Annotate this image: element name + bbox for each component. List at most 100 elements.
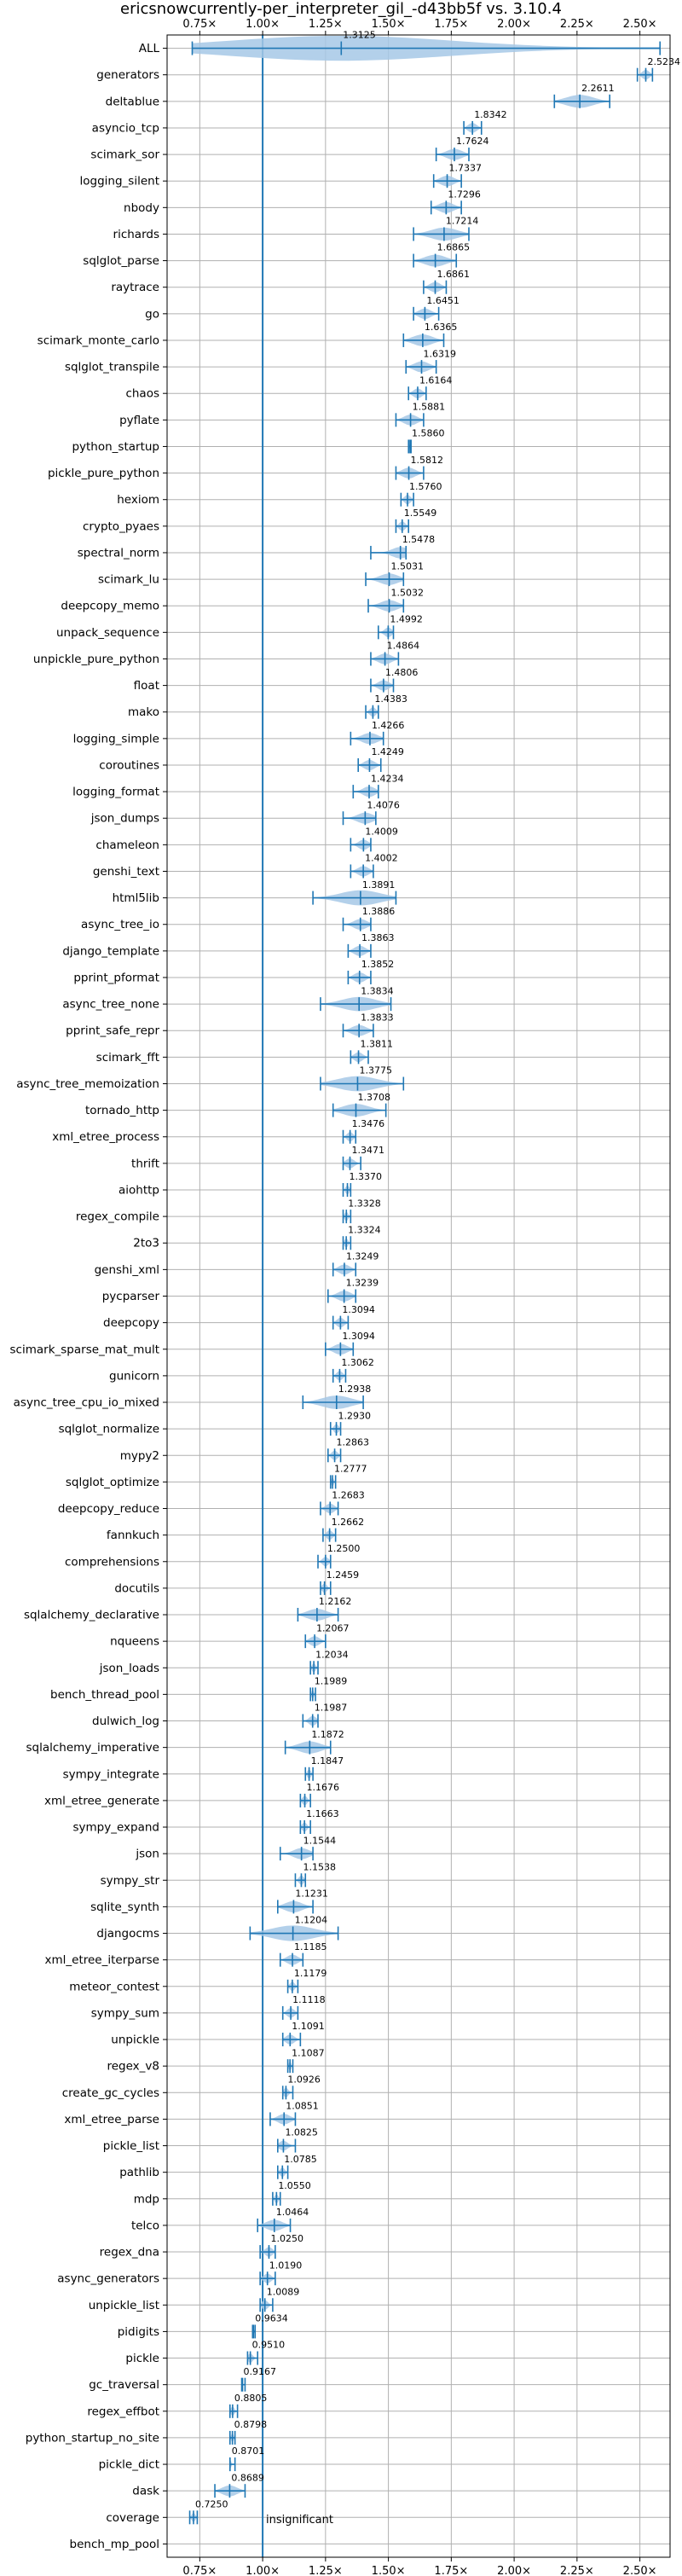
value-label: 1.1185 (294, 1941, 327, 1952)
value-label: 1.6865 (437, 242, 471, 253)
value-label: 1.1179 (294, 1968, 327, 1979)
category-label: async_tree_memoization (16, 1077, 159, 1091)
value-label: 1.3833 (361, 1012, 394, 1023)
category-label: pickle (125, 2352, 159, 2365)
value-label: 1.1118 (292, 1994, 326, 2005)
value-label: 1.7296 (448, 189, 481, 200)
value-label: 1.5032 (391, 587, 425, 598)
category-label: tornado_http (85, 1104, 159, 1117)
value-label: 1.2683 (332, 1490, 365, 1501)
category-label: django_template (62, 944, 159, 958)
category-label: go (145, 307, 159, 321)
value-label: 1.3062 (341, 1357, 374, 1368)
category-label: regex_dna (100, 2246, 159, 2260)
category-label: unpickle (111, 2034, 159, 2047)
category-label: create_gc_cycles (62, 2086, 159, 2100)
category-label: docutils (114, 1581, 159, 1595)
category-label: regex_v8 (107, 2060, 159, 2074)
value-label: 1.1231 (295, 1888, 328, 1900)
category-label: meteor_contest (69, 1980, 159, 1993)
category-label: aiohttp (118, 1183, 159, 1197)
value-label: 1.4249 (371, 746, 404, 757)
plot-frame (166, 34, 671, 2558)
category-label: coroutines (99, 758, 159, 772)
value-label: 1.3775 (359, 1065, 392, 1076)
category-label: pprint_pformat (73, 971, 159, 984)
category-label: djangocms (96, 1927, 159, 1941)
chart-title: ericsnowcurrently-per_interpreter_gil_-d… (120, 0, 562, 18)
x-tick-label-bottom: 1.50× (372, 2565, 406, 2576)
value-label: 1.6451 (426, 295, 459, 306)
category-label: python_startup_no_site (26, 2431, 159, 2445)
category-label: generators (96, 68, 159, 82)
category-label: chameleon (95, 838, 159, 852)
value-label: 0.8805 (234, 2393, 268, 2404)
value-label: 1.5760 (409, 481, 442, 492)
category-label: xml_etree_process (52, 1130, 159, 1144)
value-label: 1.4992 (390, 614, 423, 625)
value-label: 1.5881 (413, 402, 445, 413)
insignificant-annotation: insignificant (266, 2514, 333, 2527)
category-label: pidigits (118, 2325, 159, 2339)
value-label: 1.7337 (449, 162, 483, 173)
category-label: chaos (125, 387, 159, 401)
value-label: 1.1663 (306, 1808, 339, 1819)
value-label: 1.2930 (338, 1410, 372, 1421)
value-label: 1.0550 (278, 2180, 311, 2191)
x-tick-label-top: 2.25× (560, 18, 594, 31)
category-label: sqlglot_normalize (59, 1423, 159, 1436)
category-label: sympy_str (101, 1874, 160, 1888)
value-label: 1.2067 (316, 1622, 350, 1633)
value-label: 1.4806 (385, 667, 419, 678)
value-label: 1.6365 (425, 322, 458, 333)
category-label: xml_etree_iterparse (45, 1953, 160, 1967)
category-label: sqlalchemy_imperative (26, 1741, 160, 1755)
category-label: mdp (134, 2192, 159, 2206)
category-label: genshi_xml (95, 1263, 159, 1277)
category-label: nbody (124, 201, 159, 215)
value-label: 1.0851 (286, 2101, 319, 2112)
category-label: scimark_monte_carlo (38, 334, 159, 347)
value-label: 0.8689 (231, 2472, 264, 2483)
category-label: sympy_expand (72, 1821, 159, 1835)
value-label: 1.0464 (276, 2207, 309, 2218)
value-label: 1.0250 (270, 2233, 303, 2244)
value-label: 1.6164 (419, 374, 453, 386)
category-label: mako (128, 705, 159, 719)
category-label: nqueens (110, 1635, 159, 1649)
category-label: coverage (106, 2511, 159, 2525)
category-label: gunicorn (109, 1369, 159, 1383)
value-label: 1.3886 (362, 906, 396, 917)
x-tick-label-bottom: 0.75× (182, 2565, 217, 2576)
category-label: scimark_sparse_mat_mult (10, 1343, 159, 1356)
category-label: ALL (139, 42, 160, 55)
category-label: sympy_integrate (63, 1767, 159, 1781)
value-label: 1.3094 (342, 1331, 375, 1342)
category-label: asyncio_tcp (92, 121, 159, 135)
value-label: 1.3324 (348, 1224, 381, 1235)
category-label: async_tree_none (62, 998, 159, 1012)
x-tick-label-bottom: 1.25× (309, 2565, 343, 2576)
value-label: 0.8701 (232, 2445, 265, 2457)
value-label: 1.1087 (292, 2047, 325, 2058)
x-tick-label-top: 1.50× (372, 18, 406, 31)
value-label: 1.4009 (365, 827, 398, 838)
category-label: deepcopy (103, 1316, 159, 1330)
value-label: 1.4076 (367, 799, 400, 810)
value-label: 1.4864 (387, 641, 420, 652)
x-tick-label-bottom: 2.25× (560, 2565, 594, 2576)
category-label: json_dumps (90, 812, 159, 826)
value-label: 1.6861 (436, 269, 470, 280)
category-label: unpickle_pure_python (33, 653, 159, 666)
value-label: 1.2938 (338, 1384, 372, 1395)
category-label: pickle_list (103, 2139, 159, 2153)
value-label: 1.8342 (474, 109, 507, 120)
category-label: scimark_lu (98, 573, 159, 587)
category-label: xml_etree_generate (44, 1794, 159, 1807)
value-label: 1.5031 (391, 560, 425, 571)
value-label: 1.1987 (315, 1703, 348, 1714)
marks-layer (188, 36, 662, 2525)
category-label: logging_format (72, 786, 159, 799)
value-label: 1.4002 (365, 853, 398, 864)
